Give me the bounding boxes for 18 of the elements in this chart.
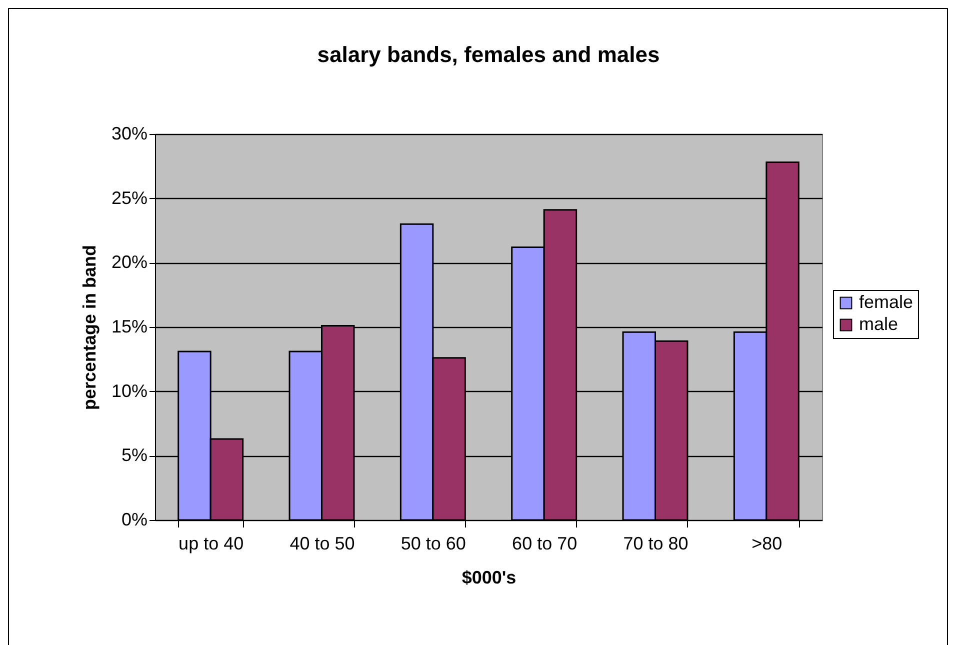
x-tick-label: 40 to 50: [290, 534, 355, 554]
y-tick-label: 20%: [111, 252, 148, 272]
x-tick-label: 70 to 80: [623, 534, 688, 554]
x-tick-label: 50 to 60: [400, 534, 466, 554]
y-tick-label: 5%: [121, 445, 148, 466]
x-tick-label: up to 40: [178, 534, 244, 554]
legend-label: male: [859, 314, 898, 334]
y-tick-label: 0%: [121, 510, 148, 530]
chart-title: salary bands, females and males: [317, 42, 660, 67]
y-tick-label: 15%: [111, 316, 148, 336]
y-tick-label: 10%: [111, 380, 148, 401]
y-tick-label: 25%: [111, 188, 148, 208]
x-tick-label: 60 to 70: [512, 534, 578, 554]
x-axis-title: $000's: [462, 568, 516, 588]
y-axis-title: percentage in band: [79, 244, 100, 410]
y-tick-label: 30%: [111, 124, 148, 144]
x-tick-label: >80: [752, 534, 782, 554]
legend-label: female: [859, 292, 914, 312]
